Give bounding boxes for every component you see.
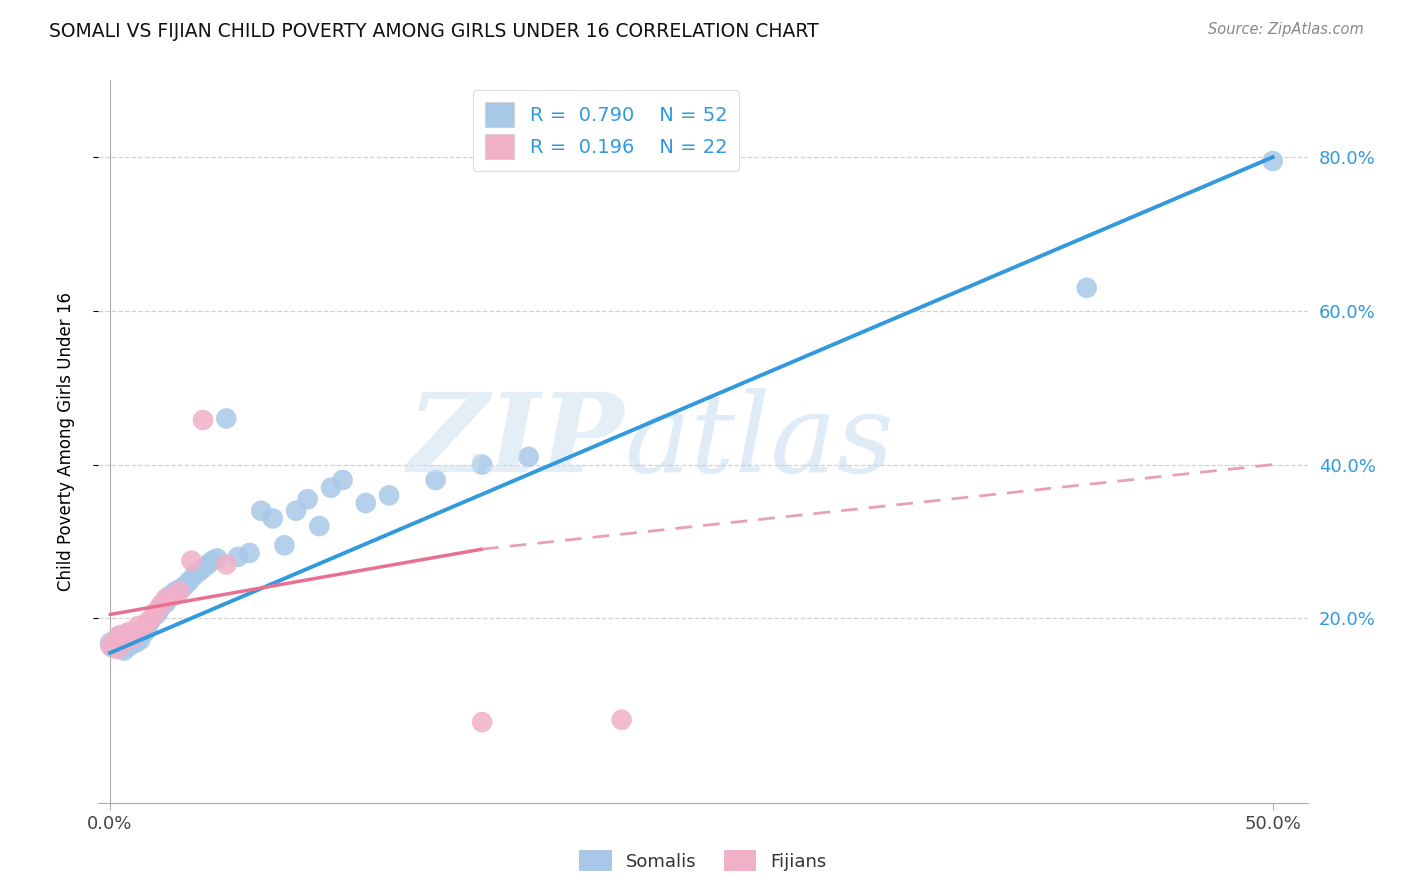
- Point: [173, 579, 195, 593]
- Point: [122, 631, 145, 645]
- Point: [134, 625, 156, 640]
- Point: [226, 549, 249, 564]
- Point: [191, 413, 214, 427]
- Point: [250, 504, 273, 518]
- Point: [108, 628, 131, 642]
- Point: [108, 638, 131, 652]
- Point: [111, 632, 134, 647]
- Point: [471, 715, 494, 730]
- Point: [129, 632, 152, 647]
- Point: [104, 634, 127, 648]
- Point: [157, 592, 180, 607]
- Point: [308, 519, 330, 533]
- Point: [141, 611, 163, 625]
- Point: [155, 591, 177, 606]
- Point: [179, 574, 201, 589]
- Legend: Somalis, Fijians: Somalis, Fijians: [572, 843, 834, 879]
- Point: [191, 561, 214, 575]
- Text: ZIP: ZIP: [408, 388, 624, 495]
- Point: [111, 632, 134, 647]
- Point: [215, 558, 238, 572]
- Point: [332, 473, 354, 487]
- Point: [425, 473, 447, 487]
- Point: [155, 596, 177, 610]
- Point: [1076, 281, 1098, 295]
- Point: [183, 569, 205, 583]
- Point: [471, 458, 494, 472]
- Point: [145, 607, 167, 622]
- Point: [319, 481, 342, 495]
- Text: SOMALI VS FIJIAN CHILD POVERTY AMONG GIRLS UNDER 16 CORRELATION CHART: SOMALI VS FIJIAN CHILD POVERTY AMONG GIR…: [49, 22, 818, 41]
- Legend: R =  0.790    N = 52, R =  0.196    N = 22: R = 0.790 N = 52, R = 0.196 N = 22: [474, 90, 740, 171]
- Point: [127, 619, 149, 633]
- Point: [131, 623, 153, 637]
- Point: [610, 713, 633, 727]
- Point: [165, 588, 187, 602]
- Point: [378, 488, 401, 502]
- Point: [127, 628, 149, 642]
- Point: [101, 640, 124, 655]
- Point: [118, 640, 141, 654]
- Point: [180, 554, 202, 568]
- Point: [115, 626, 138, 640]
- Point: [215, 411, 238, 425]
- Point: [205, 551, 228, 566]
- Point: [1261, 153, 1284, 168]
- Point: [285, 504, 308, 518]
- Point: [150, 598, 173, 612]
- Point: [98, 638, 121, 652]
- Point: [145, 604, 167, 618]
- Point: [120, 634, 142, 648]
- Point: [201, 554, 224, 568]
- Point: [112, 643, 135, 657]
- Point: [122, 631, 145, 645]
- Text: Source: ZipAtlas.com: Source: ZipAtlas.com: [1208, 22, 1364, 37]
- Point: [297, 492, 319, 507]
- Point: [169, 584, 191, 599]
- Point: [262, 511, 284, 525]
- Point: [197, 558, 219, 572]
- Point: [273, 538, 295, 552]
- Point: [98, 636, 121, 650]
- Point: [239, 546, 262, 560]
- Y-axis label: Child Poverty Among Girls Under 16: Child Poverty Among Girls Under 16: [56, 292, 75, 591]
- Point: [148, 604, 170, 618]
- Point: [118, 625, 141, 640]
- Point: [517, 450, 540, 464]
- Point: [104, 634, 127, 648]
- Point: [159, 588, 181, 602]
- Point: [136, 621, 159, 635]
- Point: [165, 584, 187, 599]
- Point: [124, 636, 146, 650]
- Point: [105, 631, 128, 645]
- Point: [136, 615, 159, 630]
- Point: [150, 599, 173, 614]
- Point: [112, 636, 135, 650]
- Point: [187, 565, 209, 579]
- Point: [354, 496, 377, 510]
- Text: atlas: atlas: [624, 388, 894, 495]
- Point: [141, 611, 163, 625]
- Point: [138, 615, 160, 630]
- Point: [105, 642, 128, 657]
- Point: [169, 582, 191, 596]
